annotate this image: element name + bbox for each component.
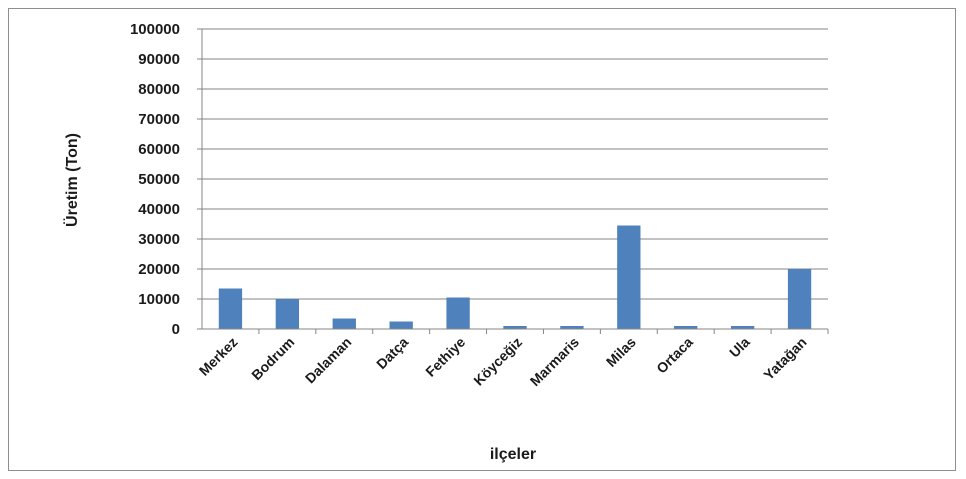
y-tick-label: 60000 [138, 141, 180, 158]
x-tick-label: Dalaman [302, 334, 355, 387]
x-tick-label: Datça [373, 334, 411, 372]
bar [446, 297, 470, 329]
y-tick-label: 30000 [138, 231, 180, 248]
y-tick-label: 90000 [138, 51, 180, 68]
y-tick-label: 20000 [138, 261, 180, 278]
y-axis-title: Üretim (Ton) [62, 133, 81, 227]
x-tick-label: Merkez [196, 334, 241, 379]
bar [787, 269, 812, 329]
bar [560, 326, 584, 329]
x-axis-title: ilçeler [490, 446, 536, 463]
y-tick-label: 70000 [138, 111, 180, 128]
x-tick-label: Köyceğiz [470, 334, 525, 389]
y-tick-labels: 0 10000 20000 30000 40000 50000 60000 70000 8000… [130, 21, 180, 338]
bar [503, 326, 527, 329]
y-tick-label: 100000 [130, 21, 180, 38]
y-tick-label: 50000 [138, 171, 180, 188]
bar [332, 318, 356, 329]
bars [218, 225, 812, 329]
x-tick-label: Marmaris [527, 334, 582, 389]
x-tick-labels: Merkez Bodrum Dalaman Datça Fethiye Köyceğiz M… [196, 334, 810, 389]
x-tick-label: Fethiye [422, 334, 468, 380]
bar [389, 321, 413, 329]
x-tick-label: Milas [603, 334, 639, 370]
y-tick-label: 40000 [138, 201, 180, 218]
axes [197, 28, 829, 334]
x-tick-label: Ortaca [653, 334, 696, 377]
y-tick-label: 0 [172, 321, 180, 338]
bar [730, 326, 755, 329]
bar [218, 288, 243, 329]
bar [674, 326, 698, 329]
x-tick-label: Bodrum [248, 334, 297, 383]
bar [617, 225, 641, 329]
x-tick-label: Ula [726, 334, 753, 361]
y-tick-label: 10000 [138, 291, 180, 308]
gridlines [202, 28, 828, 300]
bar [275, 299, 300, 329]
y-tick-label: 80000 [138, 81, 180, 98]
x-tick-label: Yatağan [760, 334, 809, 383]
